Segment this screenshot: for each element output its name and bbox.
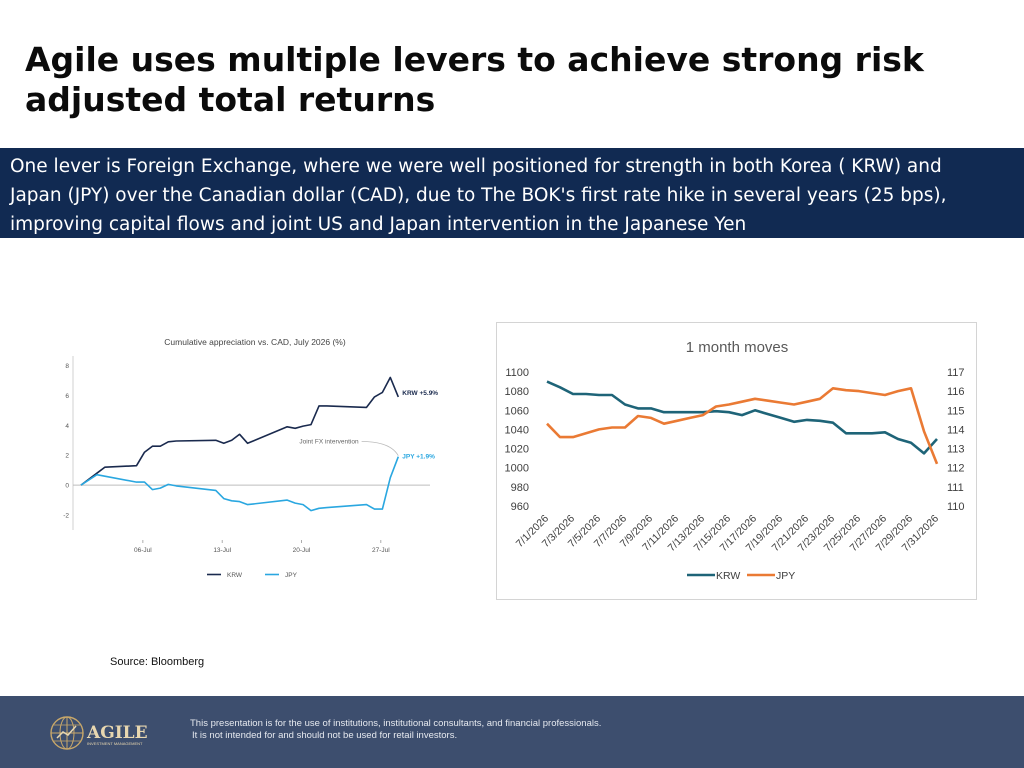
- y-left-tick-label: 1080: [505, 386, 529, 398]
- y-right-tick-label: 116: [947, 386, 965, 398]
- slide-title-line-1: Agile uses multiple levers to achieve st…: [25, 40, 924, 79]
- summary-banner: One lever is Foreign Exchange, where we …: [0, 148, 1024, 238]
- y-tick-label: 2: [65, 453, 69, 460]
- x-tick-label: 20-Jul: [293, 547, 311, 554]
- banner-line-3: improving capital flows and joint US and…: [10, 214, 747, 235]
- y-left-tick-label: 1100: [505, 367, 529, 379]
- y-tick-label: -2: [63, 513, 69, 520]
- y-left-tick-label: 1060: [505, 405, 529, 417]
- disclaimer: This presentation is for the use of inst…: [190, 718, 790, 742]
- chart-title: 1 month moves: [686, 339, 789, 356]
- series-end-label: JPY +1.9%: [402, 454, 435, 461]
- y-right-tick-label: 113: [947, 444, 965, 456]
- y-tick-label: 8: [65, 363, 69, 370]
- chart-title: Cumulative appreciation vs. CAD, July 20…: [164, 337, 346, 347]
- y-left-tick-label: 1040: [505, 424, 529, 436]
- y-tick-label: 0: [65, 483, 69, 490]
- y-left-tick-label: 960: [511, 501, 529, 513]
- legend-label: JPY: [285, 572, 298, 579]
- one-month-moves-svg: 1 month moves 960 980 1000 1020 1040 1060 1080 1…: [505, 339, 965, 582]
- globe-icon: [50, 716, 84, 750]
- cumulative-appreciation-svg: Cumulative appreciation vs. CAD, July 20…: [63, 337, 438, 579]
- annotation-leader: [361, 441, 399, 456]
- slide-title: Agile uses multiple levers to achieve st…: [25, 40, 1005, 120]
- agile-logo: AGILE INVESTMENT MANAGEMENT: [50, 716, 148, 750]
- x-tick-label: 27-Jul: [372, 547, 390, 554]
- series-end-label: KRW +5.9%: [402, 390, 438, 397]
- banner-line-2: Japan (JPY) over the Canadian dollar (CA…: [10, 185, 947, 206]
- y-right-tick-label: 110: [947, 501, 965, 513]
- y-right-tick-label: 115: [947, 405, 965, 417]
- series-line-jpy: [80, 456, 400, 512]
- y-tick-label: 6: [65, 393, 69, 400]
- cumulative-appreciation-chart: Cumulative appreciation vs. CAD, July 20…: [55, 330, 455, 585]
- y-right-tick-label: 114: [947, 424, 965, 436]
- series-line-krw: [80, 376, 400, 486]
- slide-title-line-2: adjusted total returns: [25, 80, 436, 119]
- banner-line-1: One lever is Foreign Exchange, where we …: [10, 156, 942, 177]
- legend-label: KRW: [227, 572, 243, 579]
- logo-wordmark: AGILE: [86, 723, 148, 743]
- logo-tagline: INVESTMENT MANAGEMENT: [87, 741, 143, 746]
- legend-label: JPY: [776, 570, 795, 582]
- legend-label: KRW: [716, 570, 740, 582]
- y-right-tick-label: 112: [947, 463, 965, 475]
- y-right-tick-label: 111: [947, 482, 964, 494]
- one-month-moves-chart: 1 month moves 960 980 1000 1020 1040 1060 1080 1…: [496, 322, 977, 600]
- y-left-tick-label: 1000: [505, 463, 529, 475]
- disclaimer-line-2: It is not intended for and should not be…: [192, 730, 458, 741]
- series-line-krw: [546, 380, 938, 455]
- y-tick-label: 4: [65, 423, 69, 430]
- source-note: Source: Bloomberg: [110, 656, 205, 668]
- footer-bar: AGILE INVESTMENT MANAGEMENT This present…: [0, 696, 1024, 768]
- y-left-tick-label: 1020: [505, 444, 529, 456]
- y-left-tick-label: 980: [511, 482, 529, 494]
- x-tick-label: 06-Jul: [134, 547, 152, 554]
- y-right-tick-label: 117: [947, 367, 965, 379]
- series-line-jpy: [546, 387, 939, 465]
- x-tick-label: 13-Jul: [213, 547, 231, 554]
- disclaimer-line-1: This presentation is for the use of inst…: [190, 718, 602, 729]
- annotation-label: Joint FX intervention: [299, 438, 359, 445]
